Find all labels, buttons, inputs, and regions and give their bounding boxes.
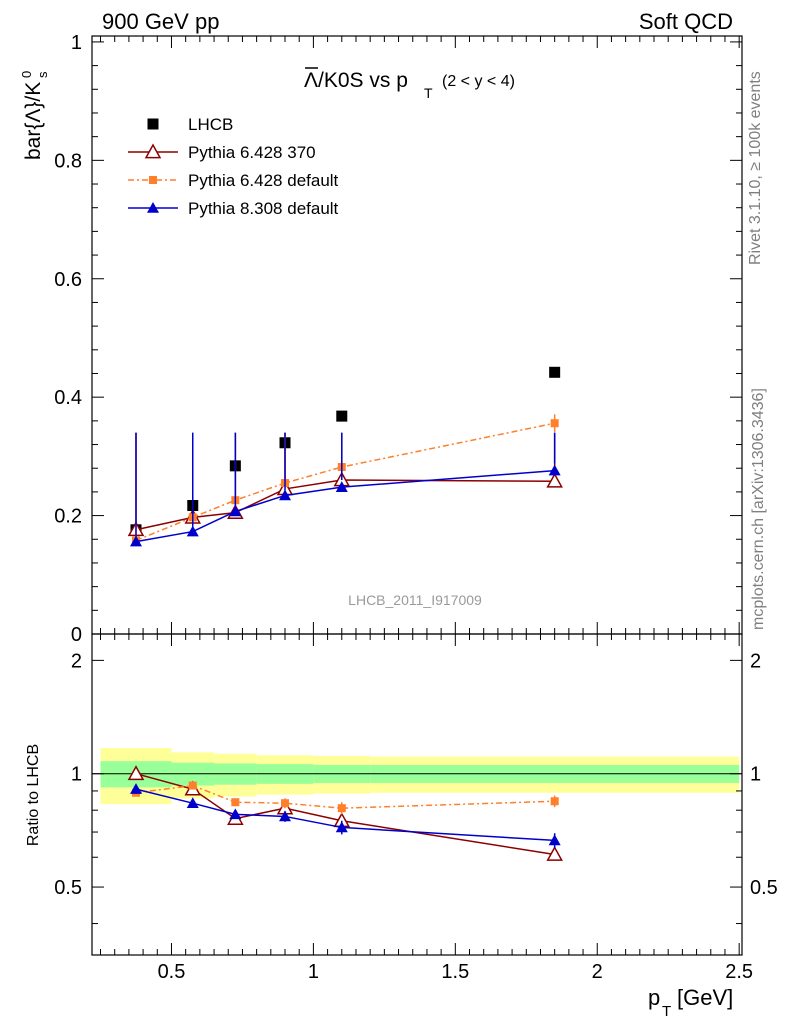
main-y-axis-title: bar{Λ}/K	[22, 82, 45, 160]
x-axis-label: p T [GeV]	[648, 985, 733, 1020]
axes: 0.5 1 1.5 2 2.5 0 0.2 0.4 0.6 0.8 1 0.5 0.5 1 1 2 2	[54, 32, 778, 983]
legend: LHCB Pythia 6.428 370 Pythia 6.428 default…	[128, 115, 339, 218]
main-series-pythia-8-308-default	[129, 432, 561, 547]
ratio-plot-frame	[91, 633, 743, 956]
legend-marker-pythia-8-308-default	[147, 202, 159, 213]
legend-marker-pythia-6-428-default	[149, 176, 157, 184]
legend-label-pythia-6-428-370: Pythia 6.428 370	[188, 143, 316, 162]
header-right-label: Soft QCD	[639, 9, 733, 34]
ratio-line-pythia-6-428-default	[135, 784, 555, 809]
analysis-watermark: LHCB_2011_I917009	[348, 592, 482, 608]
main-y-tick-label: 0.4	[54, 387, 82, 409]
ratio-point-pythia-6-428-default	[188, 781, 197, 790]
ratio-point-pythia-8-308-default	[229, 808, 242, 820]
main-point-pythia-8-308-default	[279, 489, 292, 501]
main-line-pythia-6-428-370	[135, 479, 555, 531]
ratio-point-pythia-6-428-370	[546, 845, 563, 861]
main-y-axis-subscript: s	[35, 71, 50, 78]
legend-label-pythia-6-428-default: Pythia 6.428 default	[188, 171, 339, 190]
rivet-version-label: Rivet 3.1.10, ≥ 100k events	[747, 71, 764, 265]
ratio-y-tick-label-left: 2	[71, 650, 82, 672]
x-tick-label: 1	[308, 961, 319, 983]
ratio-y-tick-label-right: 2	[750, 650, 761, 672]
ratio-point-pythia-6-428-default	[337, 804, 346, 813]
ratio-y-tick-label-right: 0.5	[750, 877, 778, 899]
x-tick-label: 2.5	[725, 961, 753, 983]
main-point-lhcb	[336, 410, 348, 422]
ratio-point-pythia-8-308-default	[335, 821, 348, 833]
main-y-tick-label: 0.6	[54, 269, 82, 291]
x-axis-title: p	[648, 985, 660, 1010]
main-point-pythia-8-308-default	[229, 505, 242, 517]
main-point-pythia-8-308-default	[335, 481, 348, 492]
main-line-pythia-8-308-default	[135, 469, 555, 543]
title-subscript: T	[424, 85, 433, 101]
mcplots-label: mcplots.cern.ch [arXiv:1306.3436]	[750, 388, 767, 630]
title-main: Λ/K0S vs p	[304, 69, 408, 92]
ratio-y-tick-label-left: 0.5	[54, 877, 82, 899]
series	[127, 366, 563, 861]
main-series-lhcb	[130, 366, 561, 536]
legend-marker-lhcb	[147, 118, 159, 130]
ratio-point-pythia-6-428-370	[127, 765, 145, 781]
ratio-point-pythia-8-308-default	[548, 834, 561, 846]
header-left-label: 900 GeV pp	[102, 9, 219, 34]
title-range: (2 < y < 4)	[442, 73, 515, 90]
main-y-axis-superscript: 0	[19, 71, 34, 78]
main-y-tick-label: 0	[71, 624, 82, 646]
main-point-pythia-6-428-default	[550, 419, 559, 428]
main-y-tick-label: 0.2	[54, 506, 82, 528]
ratio-point-pythia-6-428-default	[281, 799, 290, 808]
ratio-point-pythia-8-308-default	[186, 797, 199, 808]
main-point-pythia-8-308-default	[129, 535, 142, 547]
ratio-bands	[100, 748, 740, 805]
x-tick-label: 2	[592, 961, 603, 983]
plot-title: Λ/K0S vs p T (2 < y < 4)	[304, 67, 515, 101]
main-point-pythia-6-428-370	[546, 472, 563, 488]
x-axis-subscript: T	[662, 1003, 671, 1020]
ratio-y-tick-label-left: 1	[71, 764, 82, 786]
legend-label-pythia-8-308-default: Pythia 8.308 default	[188, 199, 339, 218]
x-tick-label: 1.5	[441, 961, 469, 983]
ratio-series-pythia-8-308-default	[129, 783, 561, 848]
ratio-line-pythia-8-308-default	[135, 788, 555, 842]
legend-label-lhcb: LHCB	[188, 115, 233, 134]
x-tick-label: 0.5	[158, 961, 186, 983]
main-line-pythia-6-428-default	[135, 422, 555, 542]
main-point-pythia-8-308-default	[186, 525, 199, 537]
ratio-point-pythia-8-308-default	[129, 783, 142, 794]
main-point-lhcb	[549, 366, 561, 378]
main-y-axis-label: bar{Λ}/K 0 s	[19, 71, 50, 160]
legend-marker-pythia-6-428-370	[144, 143, 162, 159]
main-point-pythia-8-308-default	[548, 464, 561, 476]
main-y-tick-label: 0.8	[54, 150, 82, 172]
ratio-point-pythia-6-428-default	[550, 797, 559, 806]
x-axis-unit: [GeV]	[677, 985, 733, 1010]
ratio-y-axis-label: Ratio to LHCB	[25, 744, 42, 846]
ratio-y-tick-label-right: 1	[750, 764, 761, 786]
ratio-point-pythia-8-308-default	[279, 810, 292, 822]
ratio-point-pythia-6-428-default	[231, 798, 240, 807]
main-y-tick-label: 1	[71, 32, 82, 54]
